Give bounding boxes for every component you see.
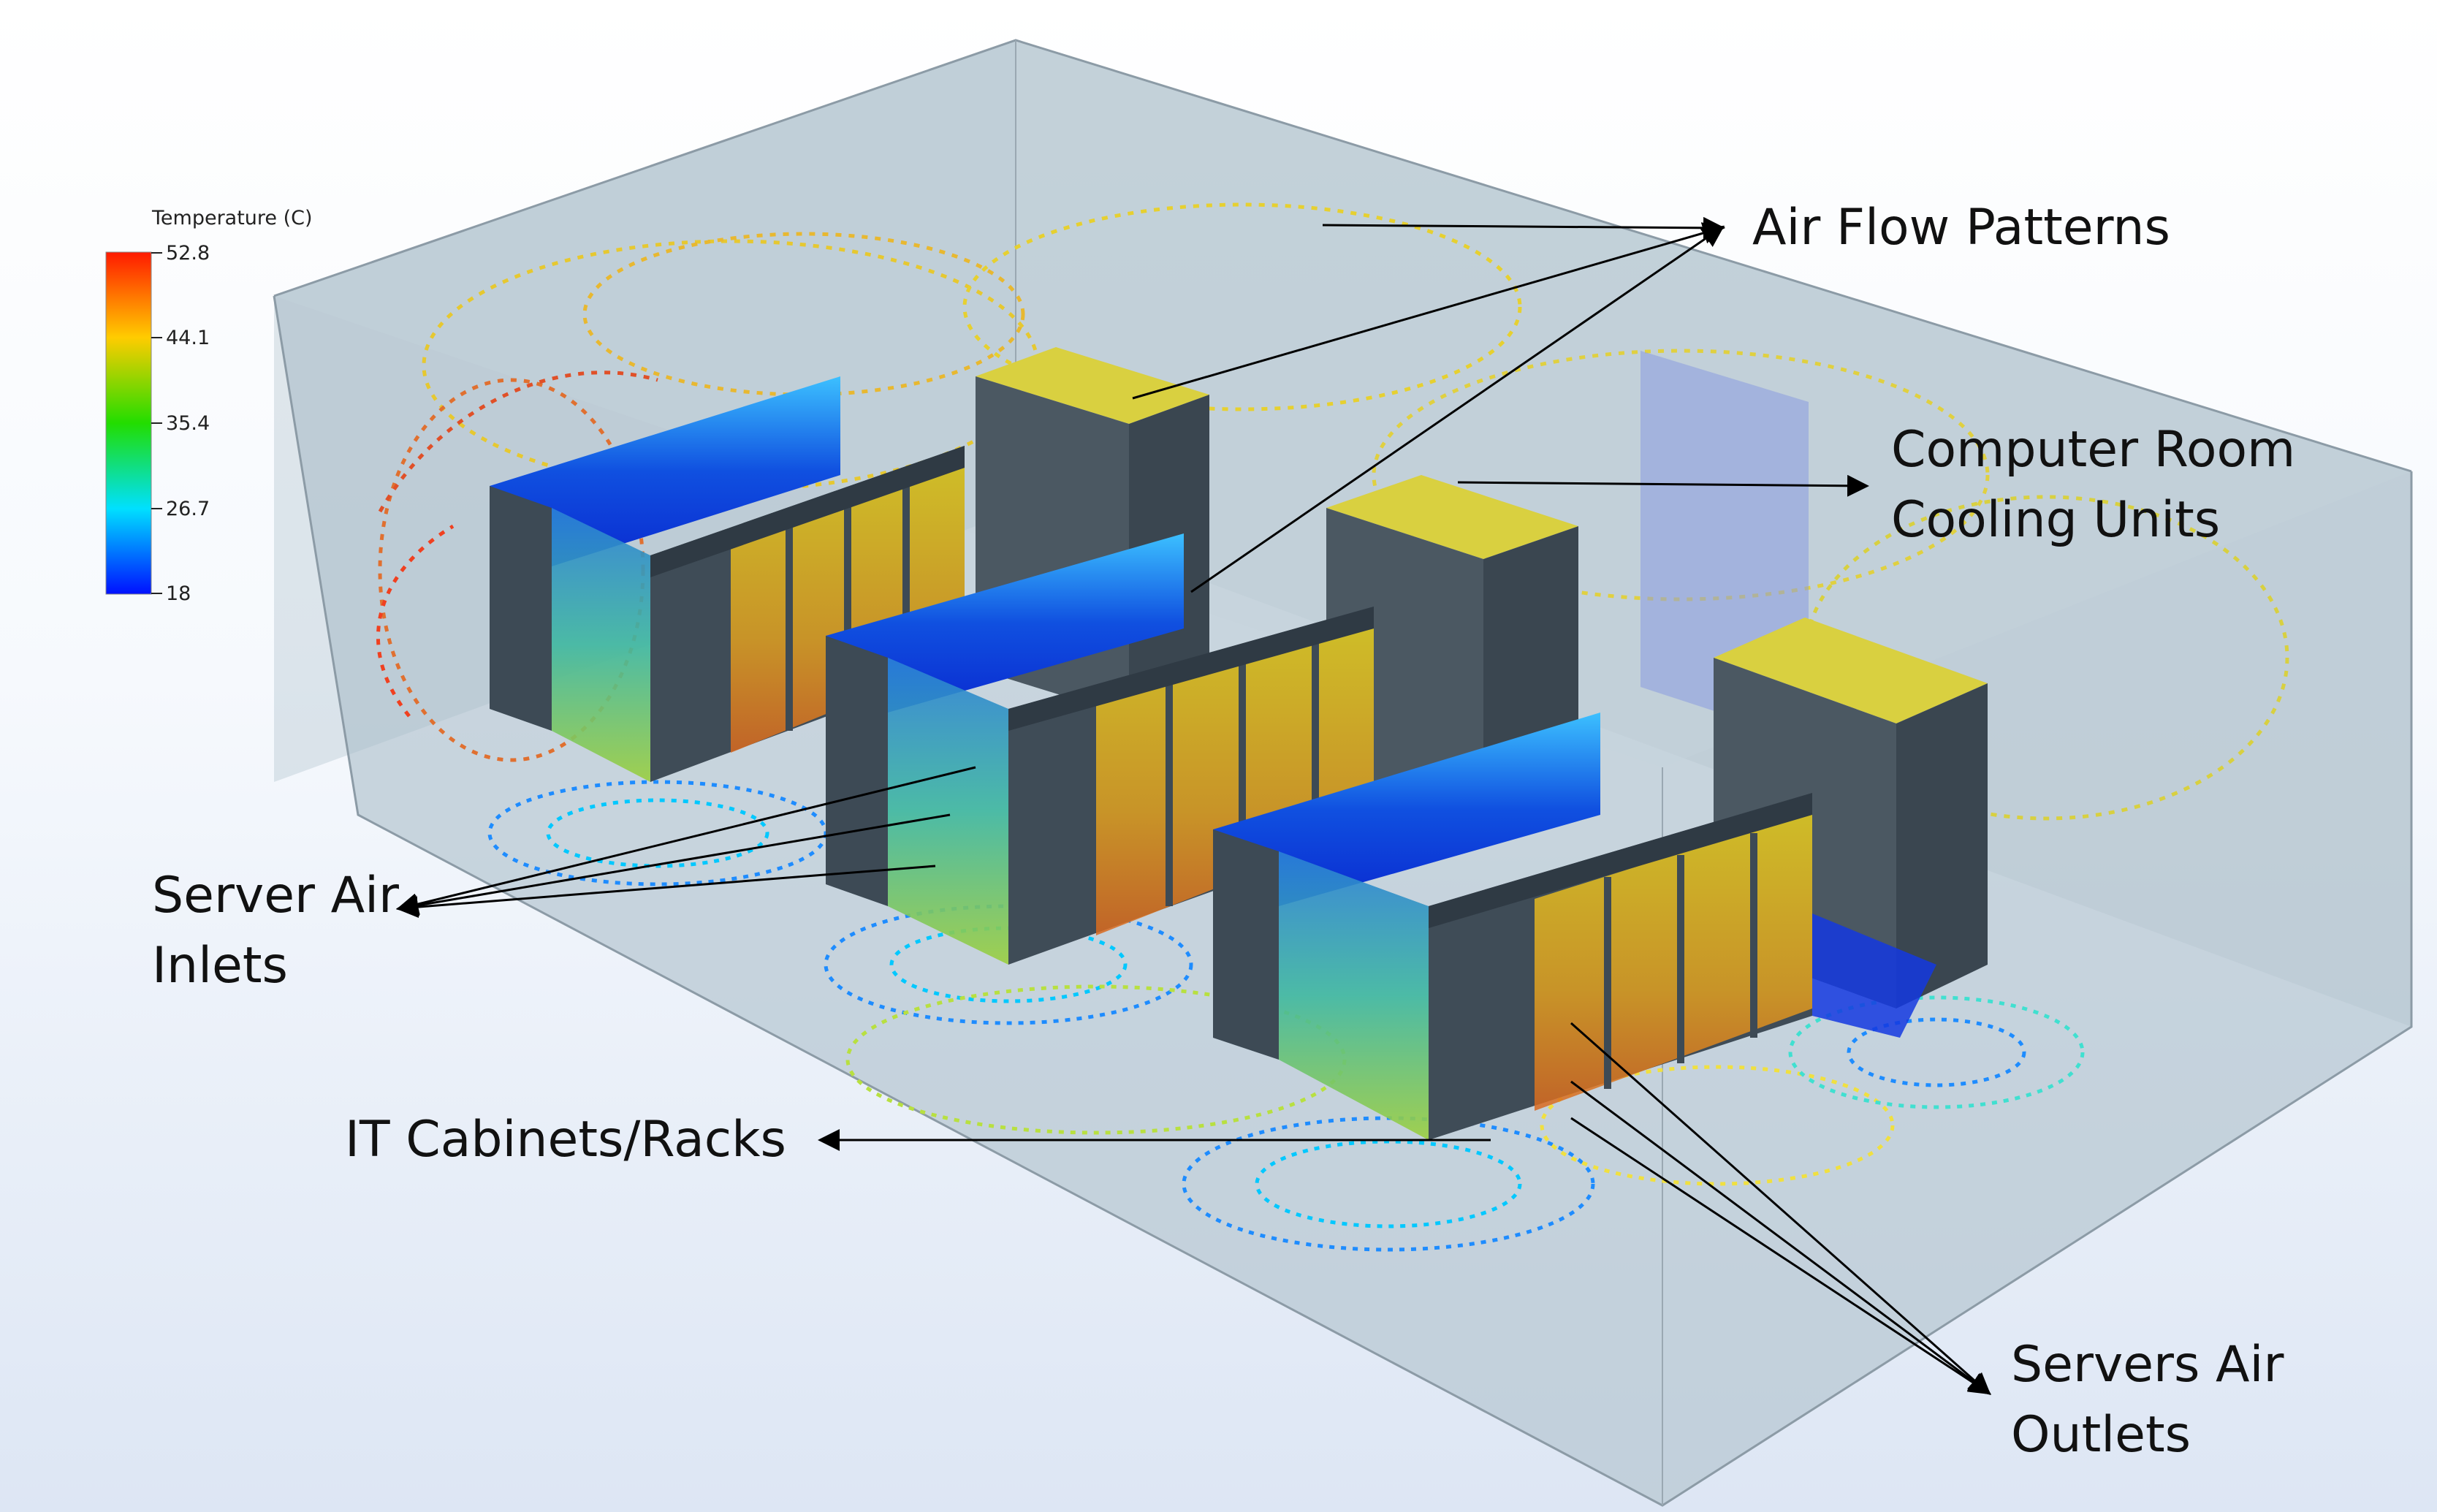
- arrow-outlet-3: [1570, 1117, 1992, 1395]
- label-outlets-line1: Servers Air: [2011, 1336, 2284, 1394]
- label-it-cabinets: IT Cabinets/Racks: [345, 1111, 786, 1169]
- arrow-cooling: [1457, 474, 1869, 497]
- label-outlets-line2: Outlets: [2011, 1406, 2191, 1464]
- legend-title: Temperature (C): [151, 207, 313, 229]
- label-cooling-line1: Computer Room: [1891, 421, 2296, 479]
- label-inlets-line2: Inlets: [152, 937, 288, 995]
- temperature-legend: Temperature (C) 52.8 44.1 35.4 26.7 18: [105, 207, 313, 605]
- label-cooling-units: Computer Room Cooling Units: [1891, 415, 2295, 555]
- legend-tick-min: 18: [166, 582, 191, 605]
- arrow-inlet-2: [396, 813, 951, 916]
- legend-tick-max: 52.8: [166, 242, 210, 265]
- legend-tick-2: 44.1: [166, 327, 210, 349]
- arrow-inlet-3: [396, 865, 936, 919]
- callout-arrows: [396, 216, 1992, 1395]
- label-cooling-line2: Cooling Units: [1891, 491, 2221, 549]
- label-server-air-inlets: Server Air Inlets: [152, 861, 399, 1001]
- arrow-outlet-1: [1570, 1022, 1991, 1395]
- arrow-airflow-1: [1322, 216, 1725, 239]
- legend-colorbar: [105, 251, 152, 595]
- label-servers-air-outlets: Servers Air Outlets: [2011, 1330, 2284, 1470]
- label-air-flow-patterns: Air Flow Patterns: [1752, 199, 2170, 257]
- rack-row-1: [490, 376, 965, 782]
- rack-row-3: [1213, 713, 1936, 1140]
- label-inlets-line1: Server Air: [152, 867, 399, 924]
- legend-tick-4: 26.7: [166, 498, 210, 520]
- legend-tick-3: 35.4: [166, 412, 210, 435]
- arrow-airflow-2: [1132, 222, 1725, 400]
- arrow-outlet-2: [1570, 1080, 1991, 1395]
- arrow-airflow-3: [1190, 225, 1725, 593]
- rack-row-2: [826, 533, 1374, 965]
- arrow-inlet-1: [396, 766, 976, 915]
